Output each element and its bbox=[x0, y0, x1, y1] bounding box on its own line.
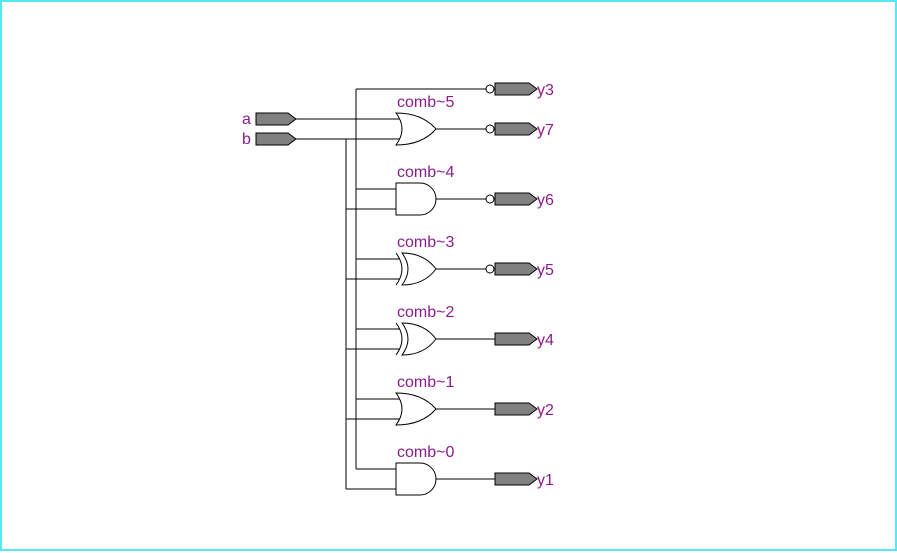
output-pin-y7[interactable]: y7 bbox=[485, 122, 554, 139]
gate-label-comb-3: comb~3 bbox=[397, 234, 454, 251]
output-label-y1: y1 bbox=[537, 472, 554, 489]
gate-label-comb-0: comb~0 bbox=[397, 444, 454, 461]
gate-comb-0[interactable]: comb~0 bbox=[395, 444, 454, 496]
inverter-bubble-y5 bbox=[485, 264, 495, 274]
output-label-y4: y4 bbox=[537, 332, 554, 349]
gate-label-comb-5: comb~5 bbox=[397, 94, 454, 111]
output-label-y7: y7 bbox=[537, 122, 554, 139]
wires bbox=[296, 88, 496, 490]
inverter-bubble-y7 bbox=[485, 124, 495, 134]
output-label-y5: y5 bbox=[537, 262, 554, 279]
gate-label-comb-4: comb~4 bbox=[397, 164, 454, 181]
output-pin-y2[interactable]: y2 bbox=[494, 402, 554, 419]
inverter-bubble-y6 bbox=[485, 194, 495, 204]
gate-comb-5[interactable]: comb~5 bbox=[395, 94, 454, 146]
output-label-y2: y2 bbox=[537, 402, 554, 419]
output-pin-y1[interactable]: y1 bbox=[494, 472, 554, 489]
gate-comb-1[interactable]: comb~1 bbox=[395, 374, 454, 426]
inverter-bubble-y3 bbox=[485, 84, 495, 94]
gate-label-comb-2: comb~2 bbox=[397, 304, 454, 321]
gate-comb-4[interactable]: comb~4 bbox=[395, 164, 454, 216]
output-pin-y3[interactable]: y3 bbox=[485, 82, 554, 99]
output-pin-y5[interactable]: y5 bbox=[485, 262, 554, 279]
gate-comb-3[interactable]: comb~3 bbox=[395, 234, 454, 286]
input-pin-a[interactable]: a bbox=[242, 111, 297, 128]
gate-label-comb-1: comb~1 bbox=[397, 374, 454, 391]
input-label-a: a bbox=[242, 111, 251, 128]
input-label-b: b bbox=[242, 131, 251, 148]
output-label-y6: y6 bbox=[537, 192, 554, 209]
output-pin-y4[interactable]: y4 bbox=[494, 332, 554, 349]
input-pin-b[interactable]: b bbox=[242, 131, 297, 148]
output-label-y3: y3 bbox=[537, 82, 554, 99]
output-pin-y6[interactable]: y6 bbox=[485, 192, 554, 209]
gate-comb-2[interactable]: comb~2 bbox=[395, 304, 454, 356]
